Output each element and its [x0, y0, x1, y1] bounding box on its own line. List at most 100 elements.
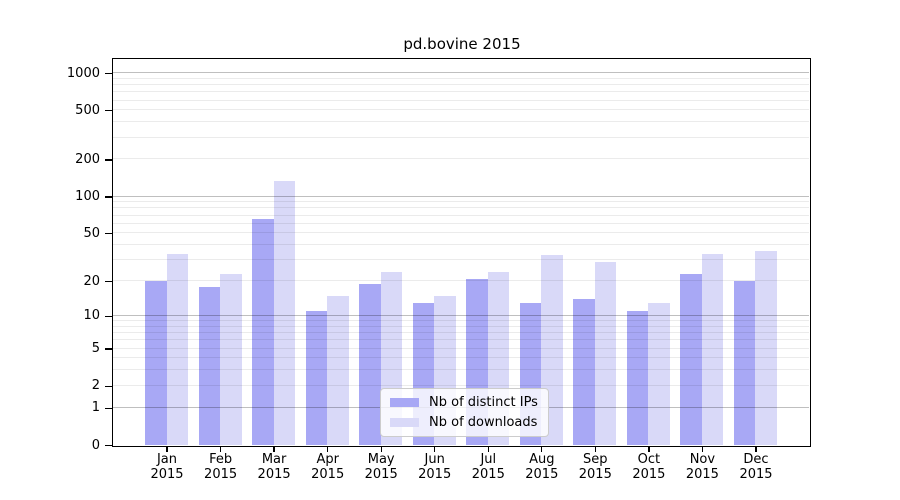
x-tick-year-jun: 2015 [418, 467, 452, 482]
bar-ips-feb [198, 286, 221, 445]
y-tick-5 [105, 348, 112, 350]
x-tick-year-dec: 2015 [739, 467, 773, 482]
x-tick-label-dec: Dec [743, 452, 769, 467]
x-tick-apr [327, 447, 329, 452]
y-tick-label-5: 5 [91, 341, 100, 356]
gridline-minor-80 [113, 207, 809, 209]
gridline-minor-5 [113, 347, 809, 349]
bar-downloads-dec [755, 250, 777, 445]
y-tick-label-500: 500 [75, 102, 100, 118]
x-tick-year-mar: 2015 [257, 467, 291, 482]
x-tick-dec [755, 447, 757, 452]
y-tick-500 [105, 110, 112, 112]
y-tick-1000 [105, 72, 112, 75]
y-tick-label-50: 50 [83, 225, 100, 241]
gridline-minor-30 [113, 259, 809, 261]
bar-ips-nov [680, 273, 702, 445]
gridline-minor-7 [113, 332, 809, 333]
y-tick-200 [105, 159, 112, 161]
gridline-minor-2 [113, 384, 809, 386]
bar-downloads-jan [166, 253, 189, 445]
gridline-minor-90 [113, 201, 809, 203]
bar-downloads-nov [701, 253, 724, 445]
gridline-major-1000 [113, 72, 809, 73]
x-tick-year-sep: 2015 [578, 467, 612, 482]
bar-ips-oct [626, 311, 649, 445]
gridline-minor-6 [113, 339, 809, 341]
legend-item-distinct-ips: Nb of distinct IPs [390, 395, 538, 410]
gridline-minor-500 [113, 109, 809, 111]
x-tick-label-mar: Mar [261, 452, 287, 467]
gridline-minor-50 [113, 232, 809, 234]
legend-swatch-downloads [390, 418, 419, 427]
bar-ips-apr [305, 311, 328, 445]
y-tick-label-1000: 1000 [66, 65, 100, 81]
y-tick-label-200: 200 [75, 151, 100, 167]
legend: Nb of distinct IPs Nb of downloads [380, 388, 549, 437]
gridline-minor-600 [113, 99, 809, 101]
bar-downloads-mar [273, 180, 296, 445]
y-tick-50 [105, 233, 112, 235]
gridline-minor-60 [113, 222, 809, 224]
gridline-minor-400 [113, 121, 809, 123]
x-tick-year-nov: 2015 [685, 467, 719, 482]
x-tick-label-aug: Aug [529, 452, 555, 467]
x-tick-year-jul: 2015 [471, 467, 505, 482]
x-tick-year-feb: 2015 [204, 467, 238, 482]
x-tick-feb [219, 447, 222, 452]
gridline-minor-3 [113, 369, 809, 371]
gridline-major-10 [113, 314, 809, 316]
gridline-minor-70 [113, 214, 809, 216]
gridline-minor-900 [113, 77, 809, 79]
gridline-minor-20 [113, 280, 809, 282]
y-tick-2 [105, 385, 112, 387]
y-tick-label-10: 10 [83, 308, 100, 324]
x-tick-aug [541, 447, 543, 452]
x-tick-oct [648, 447, 650, 452]
y-tick-label-1: 1 [91, 400, 100, 416]
x-tick-label-sep: Sep [583, 452, 608, 467]
x-tick-may [380, 447, 382, 452]
gridline-minor-700 [113, 91, 809, 93]
x-tick-jan [166, 447, 168, 452]
x-tick-jun [434, 447, 436, 452]
gridline-minor-8 [113, 325, 809, 327]
x-tick-label-jan: Jan [156, 452, 178, 467]
gridline-minor-200 [113, 158, 809, 160]
y-tick-0 [105, 444, 112, 447]
y-tick-label-20: 20 [83, 273, 100, 289]
bar-downloads-apr [327, 295, 349, 445]
x-tick-label-apr: Apr [316, 452, 339, 467]
legend-label-downloads: Nb of downloads [429, 415, 538, 430]
x-tick-label-nov: Nov [689, 452, 716, 467]
legend-label-distinct-ips: Nb of distinct IPs [429, 395, 538, 410]
gridline-minor-800 [113, 84, 809, 85]
chart-title: pd.bovine 2015 [403, 35, 521, 53]
legend-swatch-distinct-ips [390, 398, 419, 407]
bar-ips-may [359, 283, 381, 445]
x-tick-nov [701, 447, 704, 452]
gridline-minor-300 [113, 136, 809, 138]
y-tick-20 [105, 280, 112, 283]
x-tick-year-oct: 2015 [632, 467, 666, 482]
x-tick-mar [273, 447, 275, 452]
plot-inner [113, 59, 809, 445]
bar-ips-jan [145, 281, 167, 445]
x-tick-label-jun: Jun [424, 452, 445, 467]
y-tick-label-2: 2 [91, 378, 100, 394]
legend-item-downloads: Nb of downloads [390, 415, 538, 430]
x-tick-year-jan: 2015 [150, 467, 184, 482]
bar-ips-mar [252, 218, 274, 445]
x-tick-year-apr: 2015 [311, 467, 345, 482]
x-tick-label-oct: Oct [637, 452, 661, 467]
y-tick-label-100: 100 [75, 189, 100, 204]
gridline-minor-9 [113, 320, 809, 321]
x-tick-sep [594, 447, 596, 452]
x-tick-label-jul: Jul [480, 452, 497, 467]
bar-downloads-oct [648, 302, 670, 445]
x-tick-year-may: 2015 [364, 467, 398, 482]
bar-ips-dec [733, 281, 756, 445]
x-tick-label-may: May [367, 452, 395, 467]
x-tick-label-feb: Feb [209, 452, 233, 467]
